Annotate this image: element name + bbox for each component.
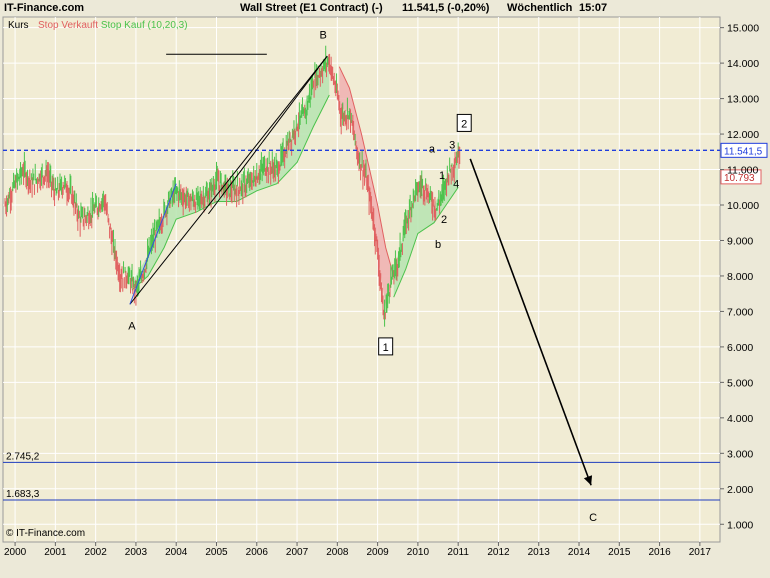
- stop-verkauft-line: [338, 66, 395, 277]
- x-tick-label: 2011: [447, 547, 469, 558]
- y-tick-label: 2.000: [727, 484, 753, 496]
- x-tick-label: 2009: [366, 547, 389, 558]
- wave-label: 4: [453, 179, 459, 191]
- stop-value-label: 10.793: [724, 173, 755, 184]
- legend-stop-kauf: Stop Kauf (10,20,3): [101, 20, 188, 31]
- x-tick-label: 2013: [528, 547, 551, 558]
- copyright: © IT-Finance.com: [6, 528, 85, 539]
- trend-line-blue: [129, 183, 177, 305]
- legend-stops: Stop Verkauft Stop Kauf (10,20,3): [38, 20, 188, 31]
- x-tick-label: 2007: [286, 547, 309, 558]
- stop-value-box: [720, 169, 762, 185]
- wave-label: 1: [439, 170, 445, 182]
- price-layer: [4, 45, 461, 327]
- legend-kurs: Kurs: [8, 20, 29, 31]
- wave-label: b: [435, 239, 441, 251]
- x-tick-label: 2003: [125, 547, 148, 558]
- x-tick-label: 2017: [689, 547, 712, 558]
- y-tick-label: 4.000: [727, 413, 753, 425]
- y-tick-label: 5.000: [727, 377, 753, 389]
- x-tick-label: 2014: [568, 547, 591, 558]
- trend-line-b-c: [208, 55, 328, 215]
- x-tick-label: 2008: [326, 547, 349, 558]
- y-tick-label: 3.000: [727, 448, 753, 460]
- y-tick-label: 13.000: [727, 94, 759, 106]
- y-tick-label: 12.000: [727, 129, 759, 141]
- x-tick-label: 2016: [648, 547, 671, 558]
- level-label: 1.683,3: [6, 489, 40, 500]
- y-tick-label: 8.000: [727, 271, 753, 283]
- y-tick-label: 6.000: [727, 342, 753, 354]
- grid: [3, 17, 720, 542]
- stop-kauf-band-1: [131, 62, 330, 291]
- wave-label: 3: [449, 140, 455, 152]
- chart-title: Wall Street (E1 Contract) (-): [240, 2, 383, 14]
- wave-label: B: [320, 30, 327, 42]
- projection-arrow-head: [583, 475, 593, 486]
- x-tick-label: 2001: [44, 547, 67, 558]
- x-tick-label: 2004: [165, 547, 188, 558]
- projection-arrow-shaft: [469, 158, 592, 486]
- axis-label-layer: 2000 2001 2002 2003 2004 2005 2006 2007 2008 2009…: [4, 23, 759, 558]
- y-tick-label: 14.000: [727, 58, 759, 70]
- x-tick-label: 2010: [407, 547, 430, 558]
- level-label: 2.745,2: [6, 451, 40, 462]
- y-tick-label: 1.000: [727, 519, 753, 531]
- y-tick-label: 9.000: [727, 235, 753, 247]
- y-tick-label: 11.000: [727, 165, 758, 177]
- y-tick-label: 10.000: [727, 200, 759, 212]
- plot-area: [2, 16, 721, 543]
- x-tick-label: 2012: [487, 547, 510, 558]
- x-tick-label: 2015: [608, 547, 631, 558]
- period: Wöchentlich: [507, 2, 573, 14]
- x-tick-label: 2006: [246, 547, 269, 558]
- x-tick-label: 2000: [4, 547, 27, 558]
- y-tick-label: 7.000: [727, 306, 753, 318]
- wave-label: C: [589, 512, 597, 524]
- wave-label-box: [378, 337, 394, 356]
- wave-label: a: [429, 143, 436, 155]
- current-price-label: 11.541,5: [724, 146, 763, 157]
- trend-line-a-b: [129, 55, 328, 305]
- current-price-box: [720, 142, 768, 158]
- drawing-layer: 11.541,5 10.793 2.745,2 1.683,3: [3, 53, 768, 501]
- site-name: IT-Finance.com: [4, 2, 85, 14]
- wave-label: 2: [441, 214, 447, 226]
- wave-label-box: [456, 113, 472, 132]
- x-tick-label: 2002: [85, 547, 108, 558]
- legend-stop-verkauft: Stop Verkauft: [38, 20, 98, 31]
- time: 15:07: [579, 2, 608, 14]
- wave-label: 1: [383, 342, 389, 354]
- wave-label: 2: [461, 118, 467, 130]
- wave-label: A: [128, 321, 136, 333]
- y-tick-label: 15.000: [727, 23, 759, 35]
- stop-kauf-line-2: [393, 187, 459, 298]
- price-change: 11.541,5 (-0,20%): [402, 2, 490, 14]
- x-tick-label: 2005: [205, 547, 228, 558]
